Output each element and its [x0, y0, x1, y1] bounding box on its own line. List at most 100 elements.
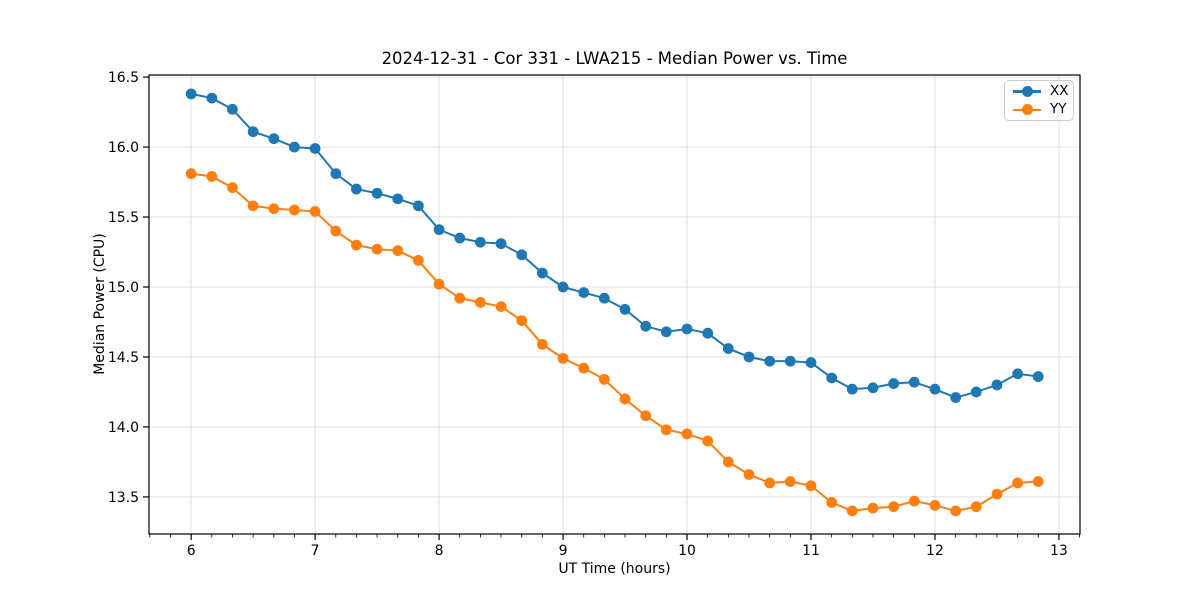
plot-border	[148, 74, 1081, 535]
data-point-xx	[516, 249, 528, 261]
y-tick-label: 14.5	[108, 350, 139, 366]
data-point-yy	[640, 410, 652, 422]
data-point-yy	[826, 497, 838, 508]
x-tick-label: 6	[187, 543, 196, 559]
series-line-yy	[190, 172, 1040, 512]
data-point-yy	[888, 501, 900, 513]
data-point-yy	[805, 480, 817, 492]
y-tick-label: 16.5	[108, 70, 139, 86]
x-tick-label: 13	[1050, 543, 1068, 559]
data-point-xx	[908, 376, 920, 388]
data-point-xx	[454, 232, 466, 244]
data-point-yy	[1012, 477, 1024, 489]
data-point-yy	[764, 477, 776, 489]
data-point-xx	[784, 355, 796, 367]
legend-item-xx: XX	[1005, 82, 1073, 100]
y-tick-label: 15.5	[108, 210, 139, 226]
data-point-xx	[206, 92, 218, 104]
data-point-yy	[681, 428, 693, 440]
data-point-yy	[950, 505, 962, 517]
data-point-yy	[495, 301, 507, 312]
data-point-yy	[929, 499, 941, 511]
data-point-yy	[289, 204, 300, 216]
series-yy	[185, 168, 1044, 517]
data-point-yy	[970, 501, 982, 513]
data-point-xx	[557, 281, 569, 293]
data-point-xx	[722, 343, 734, 354]
data-point-yy	[536, 338, 548, 350]
data-point-xx	[970, 386, 982, 398]
data-point-xx	[681, 323, 693, 335]
data-point-xx	[185, 88, 197, 100]
x-tick-label: 12	[926, 543, 944, 559]
data-point-xx	[578, 287, 590, 299]
y-axis-label: Median Power (CPU)	[92, 233, 108, 375]
data-point-xx	[1032, 371, 1044, 382]
data-point-yy	[185, 168, 197, 180]
data-point-xx	[640, 320, 652, 332]
data-point-yy	[867, 502, 879, 514]
legend-label-xx: XX	[1050, 82, 1069, 99]
data-point-xx	[764, 355, 776, 367]
data-point-xx	[289, 141, 300, 153]
data-point-xx	[536, 267, 548, 279]
data-point-xx	[867, 382, 879, 394]
data-point-xx	[227, 103, 238, 115]
data-point-xx	[330, 168, 342, 180]
chart-title: 2024-12-31 - Cor 331 - LWA215 - Median P…	[381, 49, 848, 68]
data-point-xx	[309, 143, 321, 154]
data-point-yy	[433, 278, 445, 290]
x-axis-label: UT Time (hours)	[558, 561, 671, 577]
y-tick-label: 16.0	[108, 140, 139, 156]
y-tick-label: 14.0	[108, 420, 139, 436]
data-point-yy	[991, 488, 1003, 500]
x-tick-label: 9	[559, 543, 568, 559]
data-point-xx	[495, 238, 507, 250]
data-point-yy	[557, 352, 569, 364]
data-point-yy	[908, 495, 920, 507]
data-point-yy	[784, 476, 796, 487]
data-point-yy	[722, 456, 734, 468]
data-point-xx	[991, 379, 1003, 391]
legend: XX YY	[1004, 80, 1074, 121]
data-point-yy	[474, 297, 486, 308]
data-point-xx	[619, 304, 631, 315]
data-point-yy	[247, 200, 259, 212]
data-point-xx	[412, 200, 424, 212]
data-point-yy	[206, 171, 218, 182]
data-point-yy	[309, 206, 321, 217]
data-point-xx	[743, 351, 755, 363]
data-point-yy	[351, 239, 362, 251]
data-point-xx	[474, 236, 486, 248]
series-xx	[185, 88, 1044, 403]
data-point-yy	[412, 255, 424, 266]
data-point-yy	[392, 245, 404, 257]
legend-line-marker-icon	[1013, 85, 1041, 97]
data-point-xx	[392, 193, 404, 205]
data-point-yy	[516, 315, 528, 326]
data-point-yy	[598, 373, 610, 385]
data-point-yy	[743, 469, 755, 480]
y-axis: 13.5 14.0 14.5 15.0 15.5 16.0 16.5	[108, 70, 149, 506]
data-point-xx	[702, 327, 714, 339]
data-point-xx	[433, 224, 445, 236]
data-point-yy	[702, 435, 714, 447]
data-point-xx	[826, 372, 838, 384]
data-point-yy	[660, 424, 672, 436]
x-tick-label: 11	[802, 543, 820, 559]
data-point-yy	[846, 505, 858, 517]
data-point-yy	[1032, 476, 1044, 487]
y-tick-label: 13.5	[108, 490, 139, 506]
data-point-xx	[660, 326, 672, 338]
legend-label-yy: YY	[1050, 100, 1067, 117]
data-point-xx	[950, 392, 962, 403]
data-point-xx	[805, 357, 817, 368]
data-point-yy	[619, 393, 631, 405]
data-point-yy	[454, 292, 466, 304]
data-point-xx	[888, 378, 900, 389]
data-point-xx	[247, 126, 259, 138]
x-axis: 6 7 8 9 10 11 12 13	[149, 534, 1080, 559]
data-point-xx	[351, 183, 362, 195]
legend-line-marker-icon	[1013, 104, 1041, 116]
